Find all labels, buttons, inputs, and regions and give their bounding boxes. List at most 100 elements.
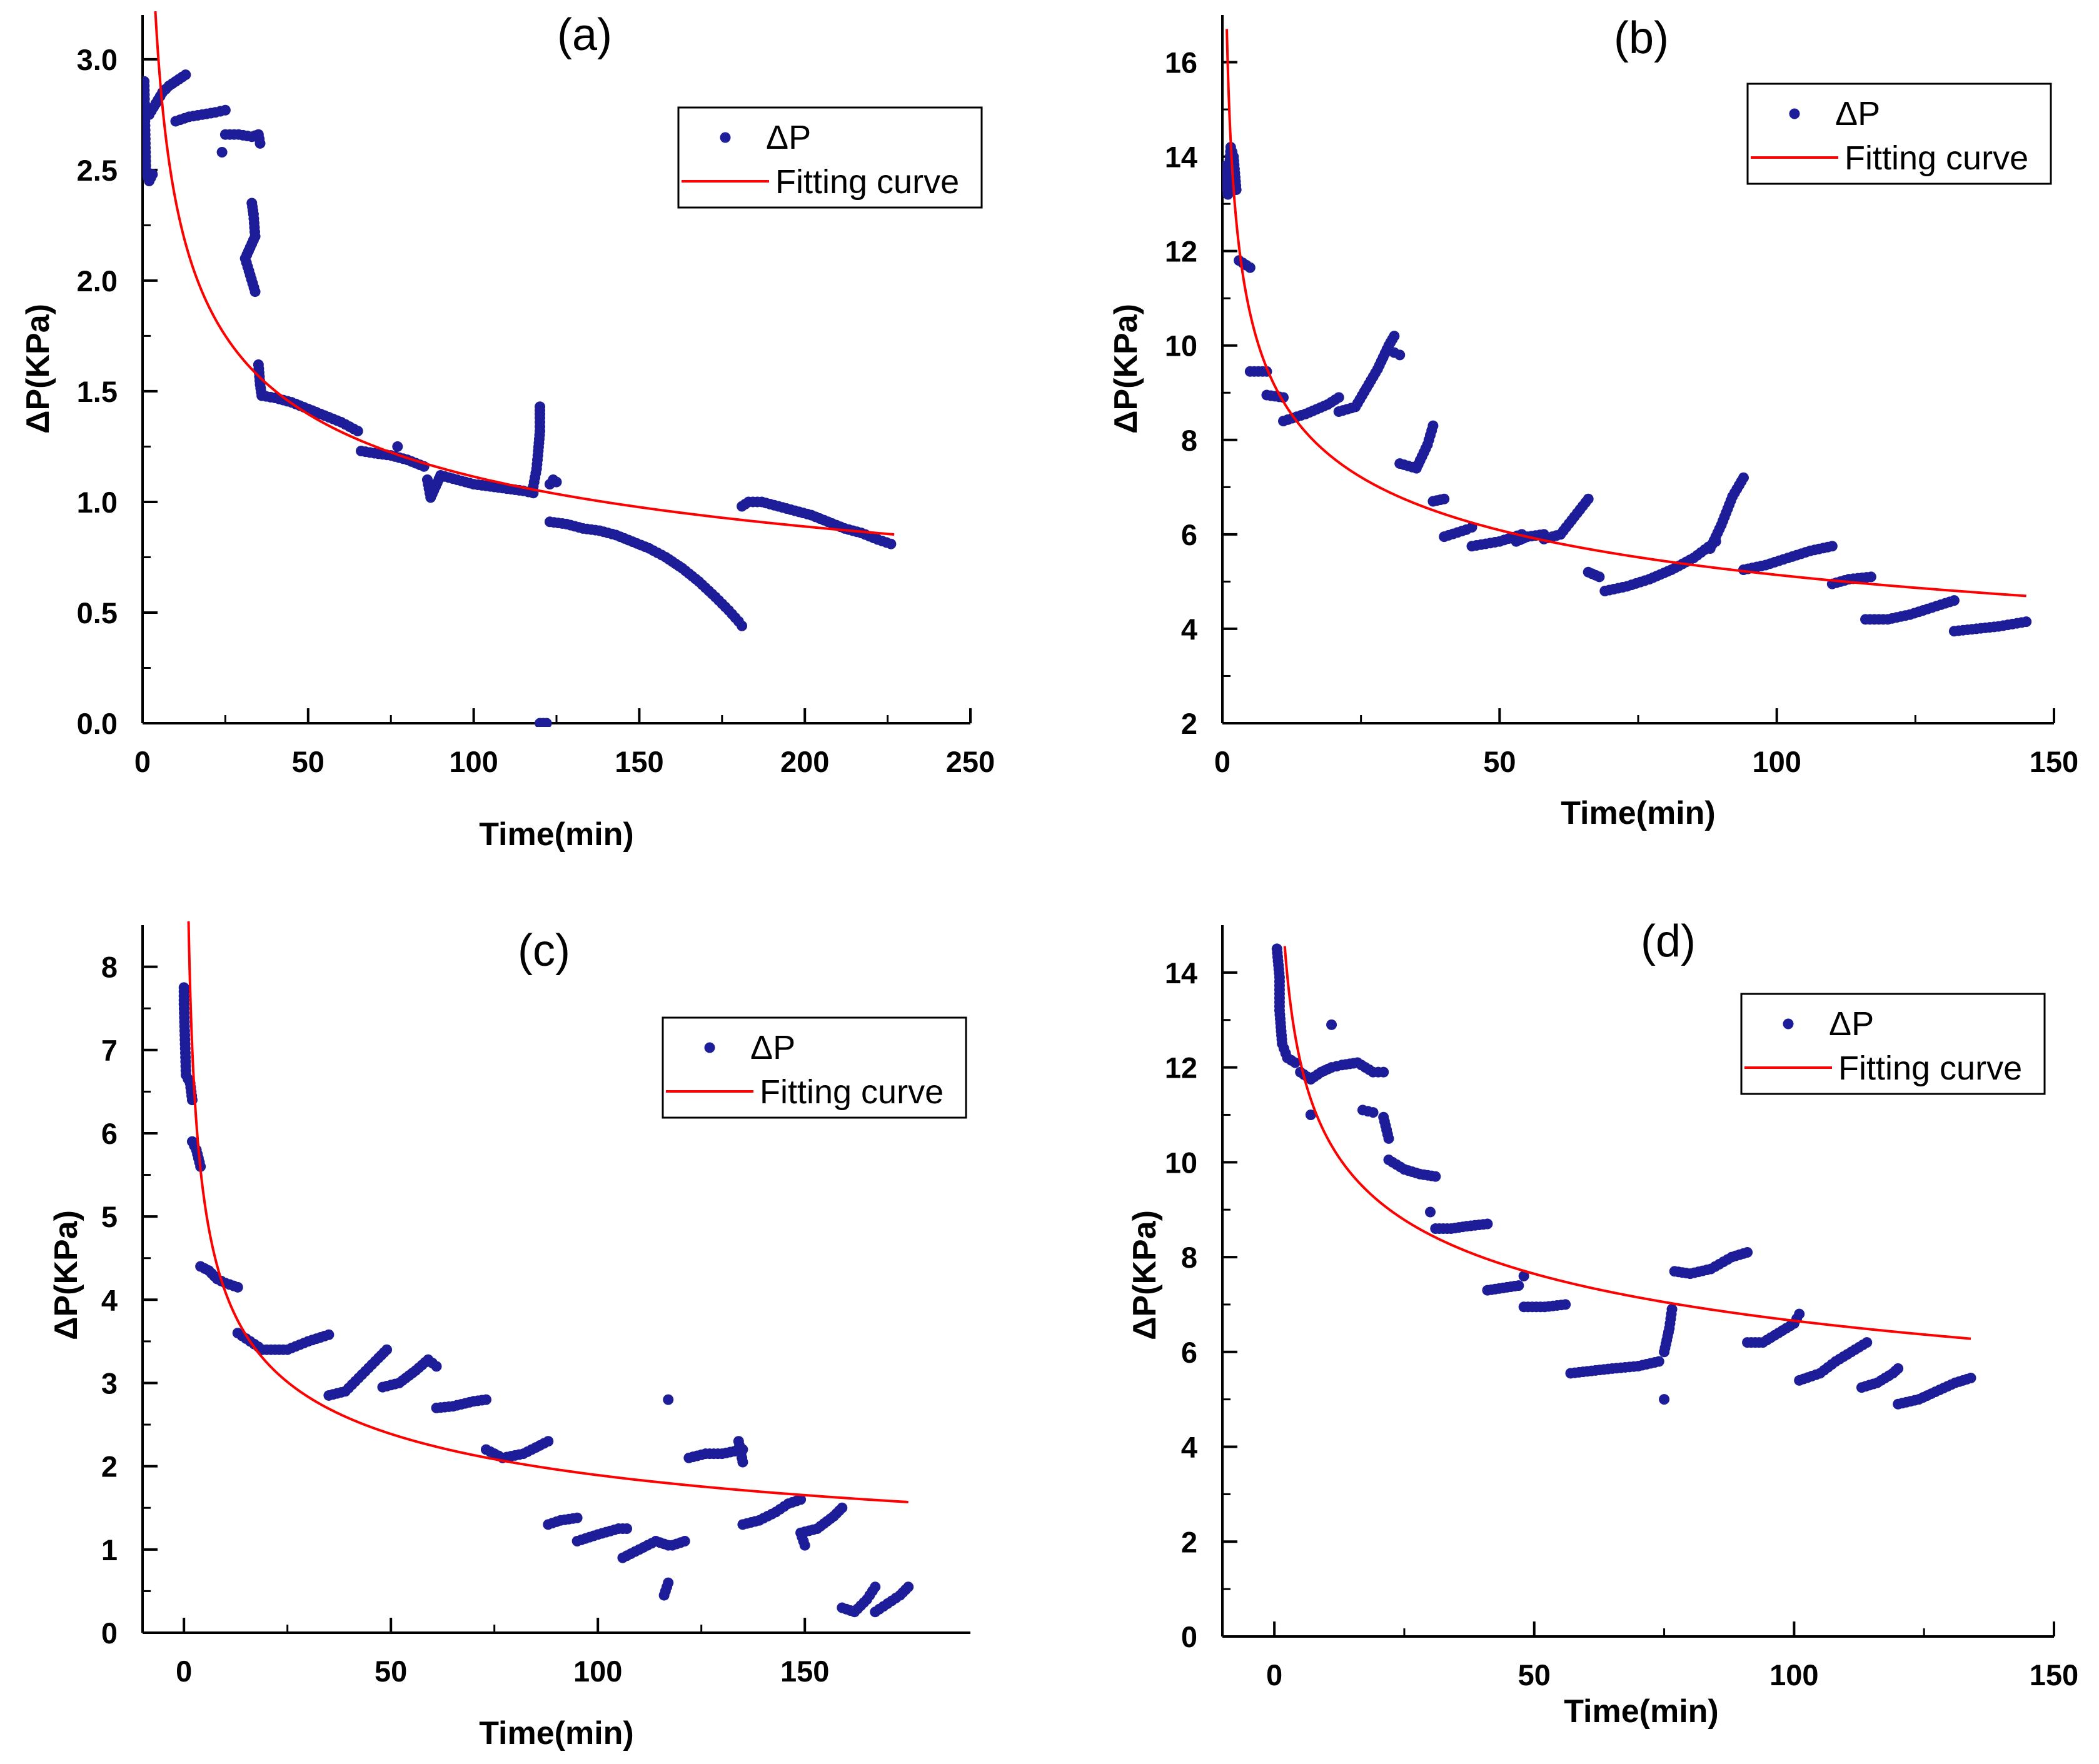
data-point — [1653, 1356, 1664, 1367]
y-tick-label: 6 — [1181, 518, 1197, 551]
chart-panel-d: 0 50 100 150 0 2 4 6 8 10 12 14 Time(min) ΔP(KPa) (d) Δ… — [1127, 916, 2078, 1730]
data-point — [216, 147, 228, 158]
data-point — [1666, 1304, 1678, 1315]
data-point — [2021, 616, 2032, 628]
y-tick-label: 14 — [1165, 956, 1197, 990]
x-tick-label: 100 — [449, 745, 498, 778]
y-axis-title: ΔP(KPa) — [20, 304, 56, 434]
y-tick-label: 4 — [1181, 1431, 1197, 1464]
data-point — [352, 426, 363, 437]
x-tick-label: 50 — [292, 745, 325, 778]
data-point — [1794, 1308, 1805, 1320]
data-point — [1861, 1337, 1873, 1348]
panel-label: (c) — [518, 926, 570, 976]
data-point — [1425, 1206, 1436, 1218]
fitting-curve — [1226, 29, 2026, 598]
data-point — [1560, 1299, 1571, 1310]
data-point — [837, 1502, 848, 1513]
data-point — [1583, 493, 1594, 504]
legend-label-points: ΔP — [1829, 1005, 1874, 1043]
legend-box — [662, 1016, 967, 1119]
y-tick-label: 1.0 — [77, 486, 118, 519]
x-tick-label: 0 — [1214, 745, 1231, 778]
legend-point-marker — [1789, 108, 1800, 119]
data-point — [480, 1394, 491, 1405]
legend-box — [1746, 83, 2052, 185]
x-tick-label: 100 — [573, 1655, 622, 1688]
x-tick-label: 50 — [1483, 745, 1516, 778]
data-point — [392, 441, 403, 452]
data-point — [870, 1581, 881, 1593]
data-point — [1439, 493, 1450, 504]
y-tick-label: 8 — [1181, 424, 1197, 457]
y-tick-label: 6 — [1181, 1336, 1197, 1369]
data-point — [1965, 1373, 1976, 1384]
data-point — [1244, 262, 1256, 273]
data-point — [1482, 1218, 1493, 1230]
plot-area — [1222, 29, 2032, 637]
fitting-curve — [187, 921, 909, 1503]
data-point — [679, 1536, 690, 1547]
x-tick-label: 100 — [1769, 1658, 1818, 1691]
data-point — [1326, 1019, 1337, 1030]
y-tick-label: 10 — [1165, 1146, 1197, 1179]
fitting-curve — [154, 11, 895, 536]
data-point — [1333, 392, 1344, 403]
legend-point-marker — [720, 132, 731, 143]
x-tick-label: 150 — [780, 1655, 829, 1688]
data-point — [737, 1456, 748, 1468]
data-point — [1430, 1171, 1441, 1182]
data-point — [1594, 571, 1605, 583]
data-point — [1389, 331, 1400, 342]
y-tick-label: 7 — [101, 1034, 118, 1067]
y-tick-label: 8 — [101, 951, 118, 984]
data-point — [219, 104, 231, 116]
data-point — [1378, 1066, 1389, 1078]
legend-label-points: ΔP — [1835, 95, 1880, 133]
legend-label-points: ΔP — [766, 119, 811, 156]
plot-area — [1271, 943, 1976, 1410]
chart-panel-a: 0 50 100 150 200 250 0.0 0.5 1.0 1.5 2.0 2.5 3.0 Time… — [20, 10, 995, 853]
plot-area — [178, 921, 914, 1618]
y-tick-label: 4 — [1181, 613, 1197, 646]
y-tick-label: 3 — [101, 1366, 118, 1400]
legend-label-curve: Fitting curve — [1838, 1050, 2022, 1087]
data-point — [1826, 541, 1838, 552]
panel-label: (b) — [1614, 13, 1669, 63]
data-point — [541, 718, 552, 727]
y-tick-label: 2.0 — [77, 264, 118, 298]
data-point — [663, 1394, 674, 1405]
data-point — [1305, 1109, 1316, 1120]
data-point — [903, 1581, 914, 1593]
y-tick-label: 1.5 — [77, 375, 118, 408]
legend-box — [677, 106, 983, 209]
data-point — [535, 401, 546, 413]
data-point — [622, 1523, 633, 1535]
panel-label: (d) — [1641, 916, 1696, 966]
x-axis-title: Time(min) — [479, 816, 634, 853]
y-tick-label: 12 — [1165, 235, 1197, 268]
x-tick-label: 200 — [780, 745, 829, 778]
data-point — [147, 169, 158, 180]
data-point — [381, 1344, 393, 1355]
data-point — [1289, 1057, 1301, 1068]
data-point — [571, 1512, 583, 1523]
data-point — [885, 538, 897, 549]
legend-point-marker — [1783, 1018, 1794, 1030]
x-axis-title: Time(min) — [1564, 1693, 1719, 1730]
y-tick-label: 8 — [1181, 1241, 1197, 1274]
data-point — [1659, 1394, 1670, 1405]
y-tick-label: 2 — [101, 1450, 118, 1483]
y-tick-label: 1 — [101, 1533, 118, 1566]
data-point — [1948, 595, 1960, 606]
data-point — [1367, 1107, 1379, 1118]
legend-point-marker — [704, 1042, 715, 1053]
x-tick-label: 0 — [1266, 1658, 1282, 1691]
y-tick-label: 2.5 — [77, 154, 118, 187]
y-tick-label: 5 — [101, 1200, 118, 1233]
data-point — [1427, 420, 1439, 431]
x-tick-label: 100 — [1752, 745, 1801, 778]
data-point — [1738, 472, 1749, 483]
data-point — [1893, 1363, 1904, 1374]
y-tick-label: 0.5 — [77, 596, 118, 629]
